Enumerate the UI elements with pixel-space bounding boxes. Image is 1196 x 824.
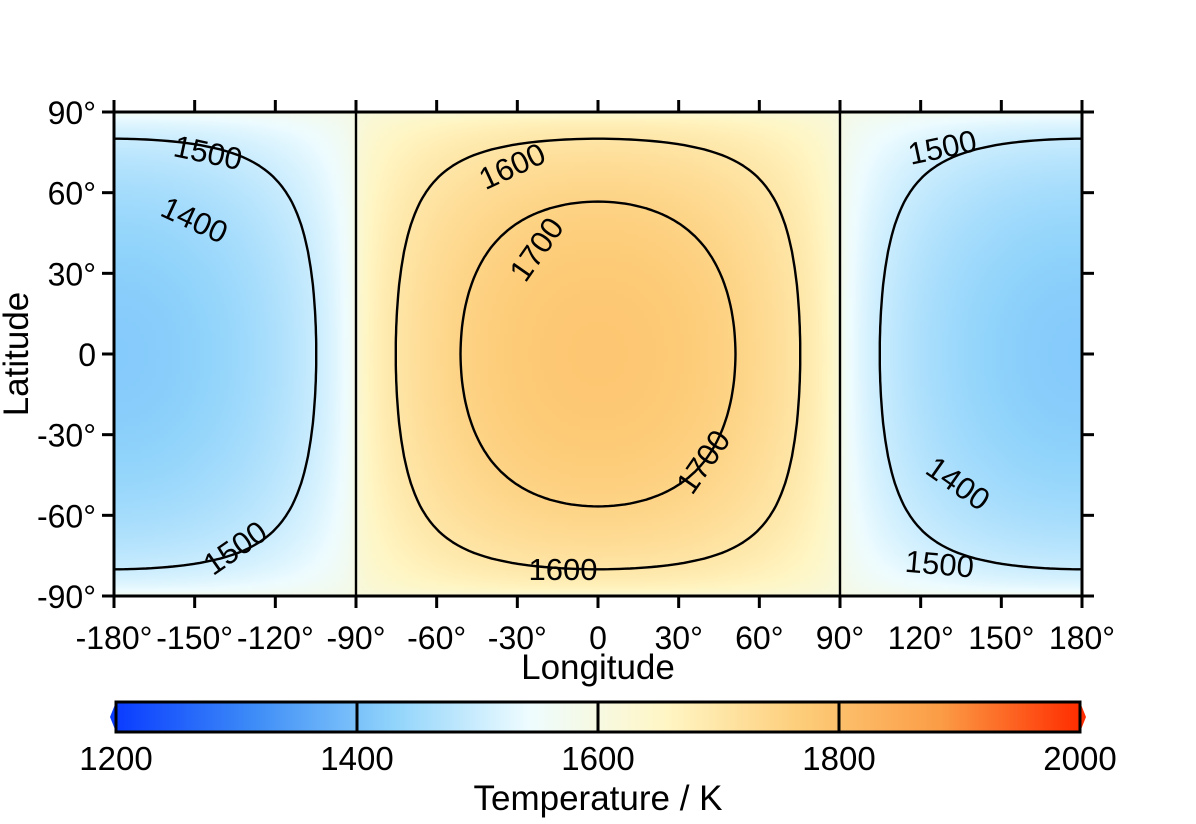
y-axis-title: Latitude [0, 292, 36, 417]
contour-line [354, 112, 842, 596]
contour-label: 1600 [529, 552, 598, 587]
colorbar-tick-label: 1400 [320, 740, 393, 777]
colorbar: 1200 1400 1600 1800 2000 Temperature / K [79, 700, 1117, 818]
x-tick-label: 60° [735, 620, 783, 656]
x-tick-label: 0 [589, 620, 607, 656]
x-tick-label: -60° [407, 620, 466, 656]
colorbar-tick-label: 1200 [79, 740, 152, 777]
x-axis: -180° -150° -120° -90° -60° -30° 0 30° 60° 90° 120… [76, 100, 1115, 656]
y-tick-label: 0 [78, 337, 96, 373]
contour-label-text: 1600 [529, 552, 598, 587]
colorbar-ticks: 1200 1400 1600 1800 2000 [79, 702, 1117, 777]
contour-label: 1500 [904, 544, 976, 585]
x-tick-label: 30° [654, 620, 702, 656]
contour-lines [114, 112, 1082, 596]
x-tick-label: 90° [816, 620, 864, 656]
colorbar-tick-label: 2000 [1043, 740, 1116, 777]
contour-line [394, 137, 802, 571]
colorbar-title: Temperature / K [474, 779, 723, 818]
y-tick-label: -30° [37, 418, 96, 454]
contour-line [114, 137, 1082, 571]
y-tick-label: -60° [37, 498, 96, 534]
contour-label-text: 1500 [904, 544, 976, 585]
contour-line [459, 200, 737, 508]
x-tick-label: -180° [76, 620, 153, 656]
x-tick-label: -120° [237, 620, 314, 656]
colorbar-tick-label: 1800 [802, 740, 875, 777]
x-tick-label: 150° [968, 620, 1034, 656]
y-tick-label: 60° [48, 176, 96, 212]
x-tick-label: 120° [888, 620, 954, 656]
x-axis-title: Longitude [521, 648, 675, 687]
y-axis: 90° 60° 30° 0 -30° -60° -90° [37, 95, 1094, 615]
x-tick-label: -30° [488, 620, 547, 656]
x-tick-label: 180° [1049, 620, 1115, 656]
x-tick-label: -150° [156, 620, 233, 656]
colorbar-tick-label: 1600 [561, 740, 634, 777]
y-tick-label: 30° [48, 256, 96, 292]
y-tick-label: 90° [48, 95, 96, 131]
y-tick-label: -90° [37, 579, 96, 615]
temperature-heatmap [114, 112, 1082, 596]
x-tick-label: -90° [326, 620, 385, 656]
